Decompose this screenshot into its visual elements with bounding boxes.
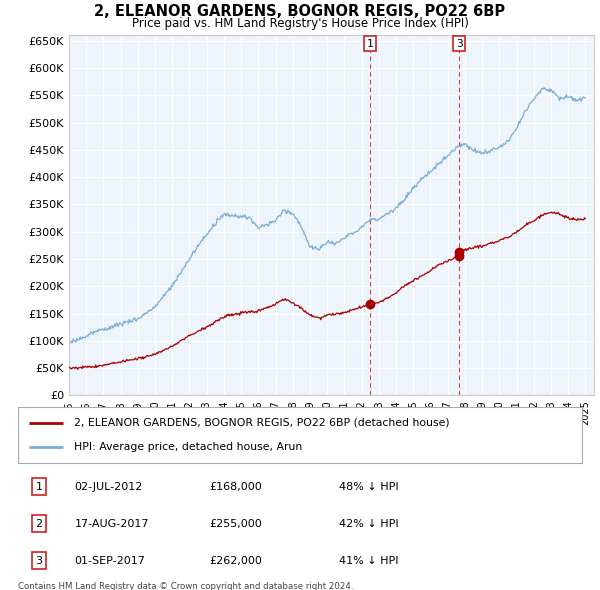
- Text: 48% ↓ HPI: 48% ↓ HPI: [340, 481, 399, 491]
- Text: 01-SEP-2017: 01-SEP-2017: [74, 556, 145, 566]
- FancyBboxPatch shape: [18, 407, 582, 463]
- Text: £168,000: £168,000: [210, 481, 263, 491]
- Text: 41% ↓ HPI: 41% ↓ HPI: [340, 556, 399, 566]
- Text: 3: 3: [456, 38, 463, 48]
- Text: £255,000: £255,000: [210, 519, 263, 529]
- Text: 1: 1: [35, 481, 43, 491]
- Text: 17-AUG-2017: 17-AUG-2017: [74, 519, 149, 529]
- Text: 02-JUL-2012: 02-JUL-2012: [74, 481, 143, 491]
- Text: 2, ELEANOR GARDENS, BOGNOR REGIS, PO22 6BP: 2, ELEANOR GARDENS, BOGNOR REGIS, PO22 6…: [94, 4, 506, 19]
- Text: Contains HM Land Registry data © Crown copyright and database right 2024.
This d: Contains HM Land Registry data © Crown c…: [18, 582, 353, 590]
- Text: 2: 2: [35, 519, 43, 529]
- Text: £262,000: £262,000: [210, 556, 263, 566]
- Text: 3: 3: [35, 556, 43, 566]
- Text: 2, ELEANOR GARDENS, BOGNOR REGIS, PO22 6BP (detached house): 2, ELEANOR GARDENS, BOGNOR REGIS, PO22 6…: [74, 418, 450, 428]
- Text: 1: 1: [367, 38, 374, 48]
- Text: HPI: Average price, detached house, Arun: HPI: Average price, detached house, Arun: [74, 442, 302, 453]
- Text: 42% ↓ HPI: 42% ↓ HPI: [340, 519, 399, 529]
- Text: Price paid vs. HM Land Registry's House Price Index (HPI): Price paid vs. HM Land Registry's House …: [131, 17, 469, 30]
